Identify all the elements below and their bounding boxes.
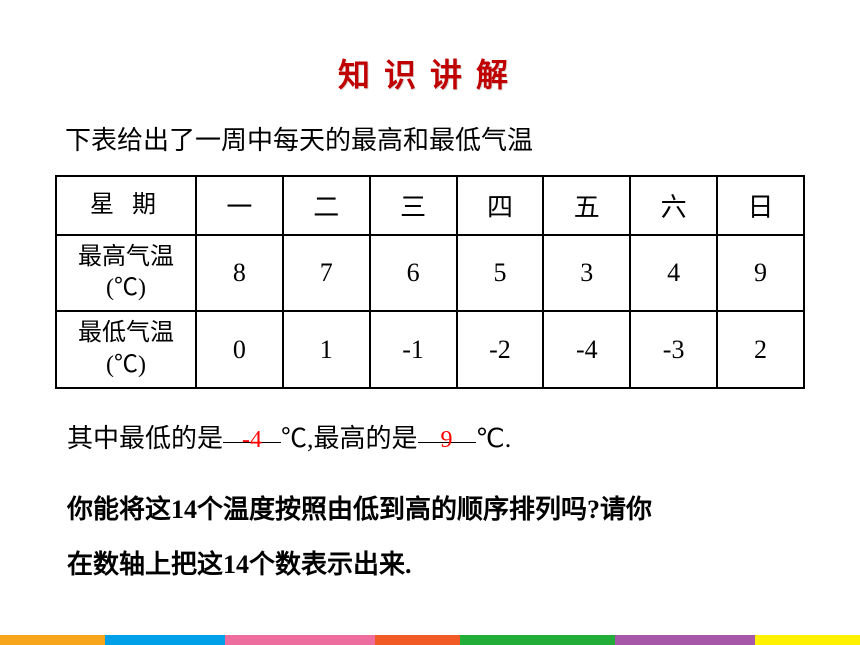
low-value: -2 (457, 311, 544, 387)
question-line-1: 你能将这14个温度按照由低到高的顺序排列吗?请你 (67, 483, 805, 538)
high-value: 5 (457, 235, 544, 311)
low-value: 1 (283, 311, 370, 387)
low-value: -3 (630, 311, 717, 387)
decorative-bottom-bar (0, 635, 860, 645)
high-value: 4 (630, 235, 717, 311)
table-low-row: 最低气温(℃) 0 1 -1 -2 -4 -3 2 (56, 311, 804, 387)
low-value: 0 (196, 311, 283, 387)
bar-segment (105, 635, 225, 645)
bar-segment (0, 635, 105, 645)
intro-text: 下表给出了一周中每天的最高和最低气温 (65, 120, 805, 157)
low-value: 2 (717, 311, 804, 387)
blank-1-fill: -4 (242, 427, 262, 453)
slide-title: 知识讲解 (55, 50, 805, 96)
bar-segment (225, 635, 375, 645)
day-header: 日 (717, 176, 804, 235)
day-header: 五 (543, 176, 630, 235)
sentence-part: ℃,最高的是 (281, 424, 418, 453)
bar-segment (375, 635, 460, 645)
fill-blank-sentence: 其中最低的是-4℃,最高的是9℃. (67, 417, 805, 461)
day-header: 三 (370, 176, 457, 235)
table-header-row: 星 期 一 二 三 四 五 六 日 (56, 176, 804, 235)
table-high-row: 最高气温(℃) 8 7 6 5 3 4 9 (56, 235, 804, 311)
blank-2-fill: 9 (441, 427, 453, 453)
bar-segment (460, 635, 615, 645)
low-label: 最低气温(℃) (56, 311, 196, 387)
day-header: 六 (630, 176, 717, 235)
day-header: 四 (457, 176, 544, 235)
high-value: 3 (543, 235, 630, 311)
bar-segment (755, 635, 860, 645)
day-header: 二 (283, 176, 370, 235)
low-value: -1 (370, 311, 457, 387)
sentence-part: ℃. (476, 424, 512, 453)
blank-1: -4 (223, 417, 281, 443)
high-value: 7 (283, 235, 370, 311)
high-label: 最高气温(℃) (56, 235, 196, 311)
blank-2: 9 (418, 417, 476, 443)
question-line-2: 在数轴上把这14个数表示出来. (67, 538, 805, 593)
bar-segment (615, 635, 755, 645)
high-value: 9 (717, 235, 804, 311)
high-value: 8 (196, 235, 283, 311)
question-block: 你能将这14个温度按照由低到高的顺序排列吗?请你 在数轴上把这14个数表示出来. (67, 483, 805, 592)
low-value: -4 (543, 311, 630, 387)
sentence-part: 其中最低的是 (67, 424, 223, 453)
day-header: 一 (196, 176, 283, 235)
high-value: 6 (370, 235, 457, 311)
temperature-table: 星 期 一 二 三 四 五 六 日 最高气温(℃) 8 7 6 5 3 4 9 … (55, 175, 805, 389)
corner-cell: 星 期 (56, 176, 196, 235)
